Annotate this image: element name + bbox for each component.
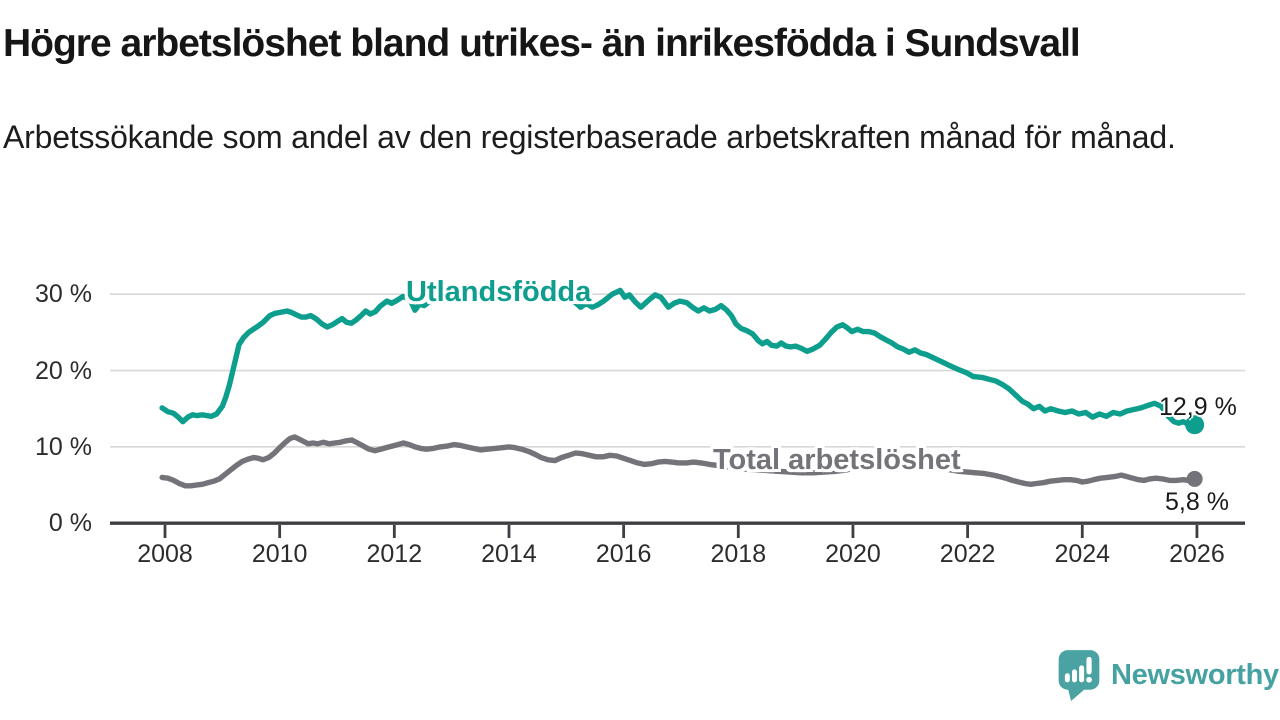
y-tick-label-20: 20 % [35, 356, 92, 385]
x-tick-label-2012: 2012 [366, 540, 423, 568]
y-tick-label-10: 10 % [35, 432, 92, 461]
x-tick-label-2008: 2008 [137, 540, 193, 568]
end-value-label-utlandsfodda: 12,9 % [1159, 393, 1237, 421]
series-end-dot-utlandsfodda [1185, 415, 1205, 435]
page-title: Högre arbetslöshet bland utrikes- än inr… [3, 22, 1081, 65]
series-end-dot-total [1186, 470, 1203, 487]
end-value-label-total: 5,8 % [1165, 488, 1229, 516]
newsworthy-bar-chart-icon [1058, 650, 1100, 701]
x-tick-label-2014: 2014 [481, 540, 537, 568]
x-tick-label-2010: 2010 [251, 540, 308, 568]
series-line-total [159, 434, 1198, 489]
x-tick-label-2022: 2022 [939, 540, 996, 568]
y-tick-label-0: 0 % [48, 509, 92, 538]
newsworthy-logo-text: Newsworthy [1111, 659, 1279, 691]
page-subtitle: Arbetssökande som andel av den registerb… [3, 119, 1176, 155]
series-label-utlandsfodda: Utlandsfödda [406, 276, 592, 308]
y-tick-label-30: 30 % [35, 280, 92, 309]
series-label-total-arbetsloshet: Total arbetslöshet [713, 444, 961, 476]
x-tick-label-2020: 2020 [825, 540, 881, 568]
series-line-utlandsfodda [159, 284, 1198, 428]
x-tick-label-2024: 2024 [1054, 540, 1111, 568]
x-tick-label-2018: 2018 [710, 540, 767, 568]
x-tick-label-2026: 2026 [1169, 540, 1225, 568]
x-tick-label-2016: 2016 [595, 540, 652, 568]
newsworthy-logo: Newsworthy [1056, 648, 1279, 702]
